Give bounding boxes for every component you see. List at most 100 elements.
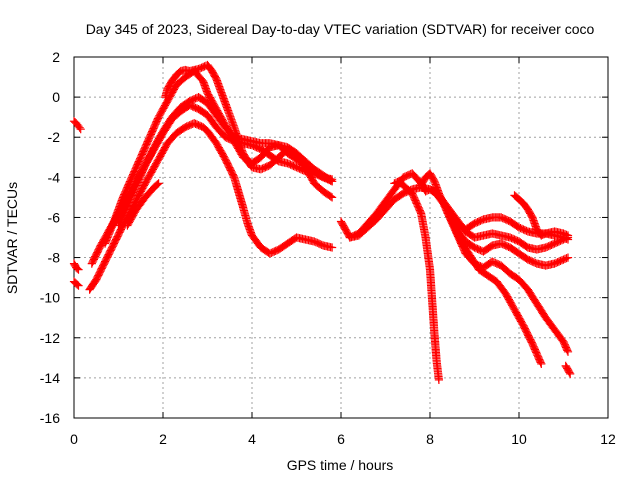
data-point: [563, 346, 572, 355]
data-point: [184, 121, 193, 130]
y-tick-label: 0: [52, 89, 60, 105]
data-point: [531, 220, 540, 230]
data-point: [292, 163, 301, 172]
data-point: [138, 184, 147, 193]
data-point: [506, 233, 515, 242]
data-point: [328, 243, 337, 252]
data-point: [256, 165, 265, 174]
y-tick-label: -14: [40, 370, 60, 386]
data-point: [290, 162, 300, 171]
data-point: [116, 199, 125, 208]
series-s12: [390, 177, 443, 384]
data-point: [154, 179, 163, 188]
data-point: [559, 255, 568, 264]
data-point: [503, 216, 512, 225]
data-point: [489, 258, 498, 267]
data-point: [221, 133, 230, 142]
data-point: [477, 216, 486, 225]
data-point: [399, 189, 408, 198]
data-point: [191, 103, 200, 112]
y-tick-label: -10: [40, 290, 60, 306]
data-point: [142, 177, 151, 186]
x-tick-label: 4: [248, 431, 256, 447]
y-axis-label: SDTVAR / TECUs: [4, 182, 20, 294]
data-point: [557, 236, 567, 245]
data-point: [494, 260, 503, 269]
grid-lines: [74, 57, 608, 418]
series-s13: [417, 169, 573, 270]
data-point: [73, 280, 82, 289]
data-point: [497, 239, 506, 248]
axis-ticks: [73, 56, 609, 419]
data-point: [563, 231, 573, 240]
x-tick-labels: 0 2 4 6 8 10 12: [70, 431, 616, 447]
data-point: [148, 166, 157, 176]
data-point: [153, 180, 162, 189]
data-point: [390, 179, 399, 188]
data-point: [516, 224, 525, 233]
data-point: [520, 226, 529, 235]
y-tick-labels: -16 -14 -12 -10 -8 -6 -4 -2 0 2: [40, 49, 60, 426]
data-point: [513, 311, 522, 320]
data-point: [328, 193, 337, 202]
data-point: [190, 103, 199, 112]
data-point: [474, 217, 483, 226]
x-tick-label: 8: [426, 431, 434, 447]
data-point: [556, 256, 565, 265]
x-tick-label: 10: [511, 431, 527, 447]
series-s8: [114, 93, 337, 230]
data-point: [154, 135, 163, 145]
data-point: [434, 375, 443, 384]
data-point: [326, 192, 335, 201]
data-point: [497, 213, 506, 222]
data-point: [316, 240, 325, 249]
data-point: [160, 102, 169, 112]
y-tick-label: -6: [48, 209, 61, 225]
data-point: [554, 257, 564, 266]
data-point: [212, 139, 221, 148]
x-tick-label: 2: [159, 431, 167, 447]
x-tick-label: 0: [70, 431, 78, 447]
x-tick-label: 12: [600, 431, 616, 447]
data-point: [505, 296, 514, 305]
data-points: [69, 60, 575, 384]
data-point: [503, 242, 512, 251]
y-tick-label: -12: [40, 330, 60, 346]
data-point: [563, 347, 573, 356]
series-s11: [345, 183, 573, 254]
y-tick-label: 2: [52, 49, 60, 65]
data-point: [74, 281, 83, 290]
data-point: [562, 230, 571, 239]
data-point: [563, 253, 573, 262]
data-point: [73, 264, 82, 273]
data-point: [271, 246, 280, 255]
x-axis-label: GPS time / hours: [287, 457, 394, 473]
data-point: [304, 169, 313, 178]
data-point: [196, 64, 205, 73]
data-point: [218, 149, 227, 158]
data-point: [161, 142, 170, 151]
data-point: [550, 259, 559, 268]
data-point: [547, 240, 556, 249]
data-point: [470, 243, 479, 252]
data-point: [509, 304, 518, 313]
data-point: [328, 177, 337, 186]
series-s17: [561, 361, 575, 378]
data-point: [498, 240, 507, 249]
series-s16: [510, 191, 573, 240]
series-s1: [69, 117, 85, 134]
data-point: [190, 95, 199, 104]
y-tick-label: -2: [48, 129, 61, 145]
data-point: [75, 123, 84, 132]
data-point: [206, 94, 215, 103]
data-point: [559, 229, 568, 238]
data-point: [283, 159, 292, 168]
data-point: [474, 245, 483, 254]
chart-title: Day 345 of 2023, Sidereal Day-to-day VTE…: [86, 21, 595, 37]
series-s2: [69, 259, 83, 274]
data-point: [476, 216, 485, 225]
data-point: [326, 176, 335, 185]
y-tick-label: -16: [40, 410, 60, 426]
data-point: [400, 172, 409, 181]
